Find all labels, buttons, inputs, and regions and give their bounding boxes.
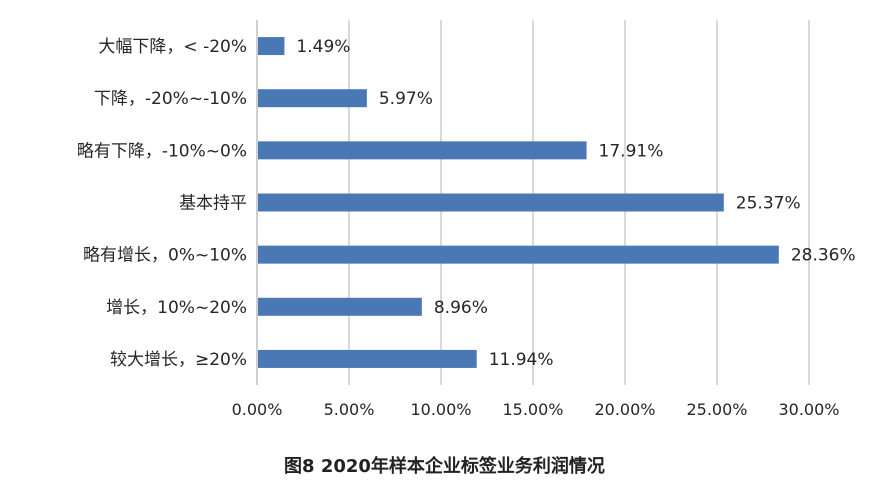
bar (258, 349, 477, 368)
bar (258, 193, 724, 212)
bar (258, 89, 367, 108)
bar (258, 245, 779, 264)
category-label: 略有增长，0%~10% (83, 246, 247, 266)
category-label: 大幅下降，< -20% (98, 37, 247, 57)
data-label: 8.96% (434, 298, 488, 318)
chart-title: 图8 2020年样本企业标签业务利润情况 (284, 456, 605, 477)
x-tick-label: 10.00% (410, 400, 471, 419)
x-tick-label: 15.00% (502, 400, 563, 419)
category-label: 增长，10%~20% (106, 298, 247, 318)
x-tick-label: 25.00% (686, 400, 747, 419)
data-label: 5.97% (379, 89, 433, 109)
x-tick-label: 5.00% (324, 400, 375, 419)
category-label: 基本持平 (179, 194, 247, 214)
category-label: 略有下降，-10%~0% (77, 141, 247, 161)
bar (258, 37, 285, 56)
x-tick-label: 0.00% (232, 400, 283, 419)
x-tick-label: 20.00% (594, 400, 655, 419)
data-label: 11.94% (489, 350, 554, 370)
data-label: 25.37% (736, 194, 801, 214)
data-label: 28.36% (791, 246, 856, 266)
bar (258, 141, 587, 160)
data-label: 1.49% (296, 37, 350, 57)
bar (258, 297, 422, 316)
category-label: 下降，-20%~-10% (94, 89, 247, 109)
category-label: 较大增长，≥20% (110, 350, 247, 370)
x-tick-label: 30.00% (778, 400, 839, 419)
data-label: 17.91% (599, 141, 664, 161)
